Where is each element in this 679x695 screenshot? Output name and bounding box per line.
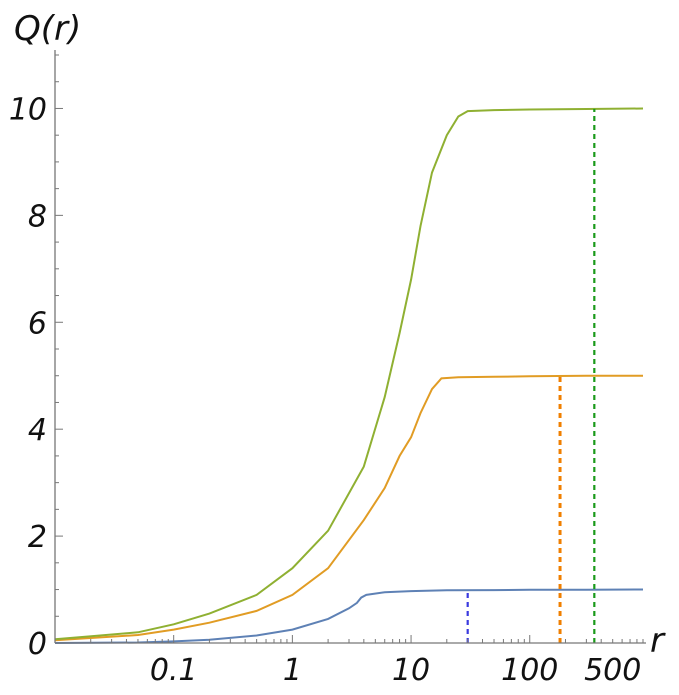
y-axis-title: Q(r): [14, 9, 81, 49]
x-tick-label: 10: [392, 653, 430, 688]
x-tick-label: 100: [501, 653, 558, 688]
y-tick-label: 2: [28, 520, 47, 555]
tick-labels: 0 2 4 6 8 10 0.1 1 10 100 500 Q(r) r: [9, 9, 666, 688]
y-tick-label: 6: [28, 306, 47, 341]
axes: [54, 50, 646, 644]
x-tick-label: 1: [283, 653, 302, 688]
marks: [54, 107, 644, 644]
y-tick-label: 4: [28, 413, 47, 448]
x-tick-label: 0.1: [150, 653, 198, 688]
x-axis-title: r: [650, 621, 666, 661]
series-line-3: [54, 107, 644, 641]
y-tick-label: 8: [28, 199, 47, 234]
series-line-2: [54, 374, 643, 642]
y-tick-label: 10: [9, 92, 47, 127]
x-tick-label: 500: [584, 653, 641, 688]
y-tick-label: 0: [28, 627, 47, 662]
series-line-1: [54, 588, 644, 644]
